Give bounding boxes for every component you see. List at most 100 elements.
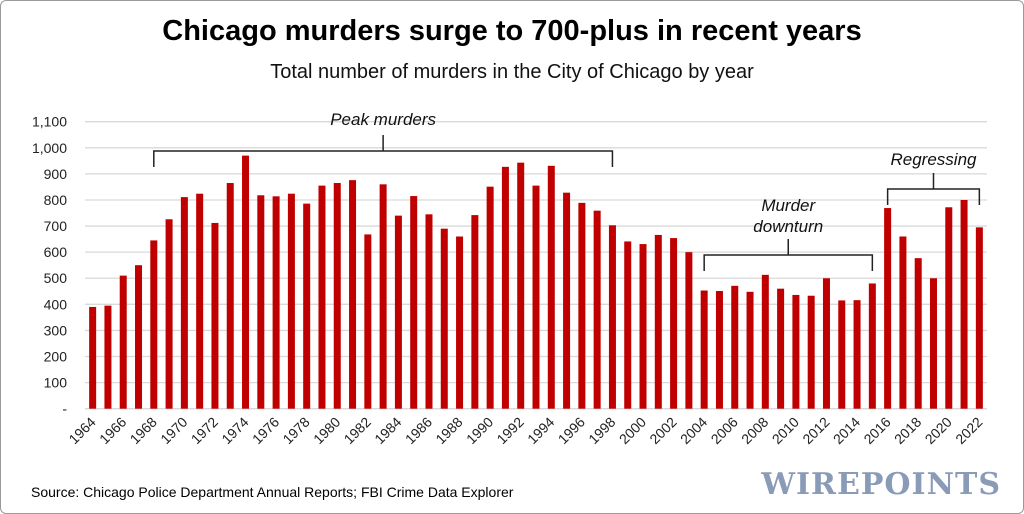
- bar: [211, 222, 219, 409]
- x-tick-label: 1968: [127, 414, 160, 447]
- bar: [639, 244, 647, 409]
- bar: [501, 166, 509, 409]
- annotation-label: Murder: [761, 196, 816, 215]
- x-tick-label: 2010: [769, 414, 802, 447]
- bar: [303, 203, 311, 409]
- bar: [410, 196, 418, 409]
- x-tick-label: 2020: [922, 414, 955, 447]
- bar: [547, 165, 555, 409]
- x-tick-label: 1984: [371, 414, 404, 447]
- bar: [608, 225, 616, 409]
- source-note: Source: Chicago Police Department Annual…: [31, 484, 514, 500]
- bar: [563, 192, 571, 409]
- x-tick-label: 1966: [96, 414, 129, 447]
- y-tick-label: 1,000: [32, 140, 67, 156]
- bar: [685, 252, 693, 409]
- x-tick-label: 2006: [708, 414, 741, 447]
- x-tick-label: 1978: [279, 414, 312, 447]
- annotation-label: Peak murders: [330, 110, 436, 129]
- x-tick-label: 2000: [616, 414, 649, 447]
- bar: [578, 202, 586, 409]
- bar: [899, 236, 907, 409]
- bar: [242, 155, 250, 409]
- annotation-bracket: [703, 239, 874, 271]
- bar: [731, 285, 739, 409]
- x-tick-label: 2004: [677, 414, 710, 447]
- bar: [135, 265, 143, 409]
- bar: [517, 162, 525, 409]
- x-tick-label: 1986: [402, 414, 435, 447]
- bar: [792, 294, 800, 409]
- y-tick-label: 200: [44, 349, 68, 365]
- bar: [394, 215, 402, 409]
- bar: [960, 199, 968, 409]
- bar: [853, 300, 861, 409]
- x-tick-label: 1980: [310, 414, 343, 447]
- bar: [89, 306, 97, 409]
- bar: [777, 288, 785, 409]
- bar: [287, 193, 295, 409]
- x-tick-label: 1982: [341, 414, 374, 447]
- bar: [868, 283, 876, 409]
- bar: [333, 183, 341, 409]
- bar: [975, 227, 983, 409]
- bar: [822, 278, 830, 409]
- bar: [471, 215, 479, 409]
- y-tick-label: 400: [44, 296, 68, 312]
- y-tick-label: 1,100: [32, 114, 67, 130]
- y-tick-label: -: [62, 401, 67, 417]
- bar: [807, 295, 815, 409]
- chart-subtitle: Total number of murders in the City of C…: [270, 61, 754, 83]
- bar: [456, 236, 464, 409]
- bar: [196, 193, 204, 409]
- annotation-label: downturn: [753, 217, 823, 236]
- x-tick-label: 1998: [585, 414, 618, 447]
- x-tick-label: 1996: [555, 414, 588, 447]
- annotation-label: Regressing: [890, 150, 977, 169]
- x-tick-label: 2012: [799, 414, 832, 447]
- bar: [180, 197, 188, 409]
- wirepoints-logo: WIREPOINTS: [761, 467, 1001, 502]
- bar: [440, 228, 448, 409]
- bar: [624, 241, 632, 409]
- bar: [104, 305, 112, 409]
- annotation-bracket: [153, 135, 614, 167]
- x-tick-label: 1988: [432, 414, 465, 447]
- x-tick-label: 1964: [65, 414, 98, 447]
- bar: [654, 234, 662, 409]
- bar: [257, 195, 265, 409]
- annotation-bracket: [886, 173, 981, 205]
- bar: [425, 214, 433, 409]
- x-tick-label: 1994: [524, 414, 557, 447]
- bar: [914, 258, 922, 409]
- y-tick-label: 700: [44, 218, 68, 234]
- y-tick-label: 300: [44, 322, 68, 338]
- y-tick-label: 900: [44, 166, 68, 182]
- x-tick-label: 2016: [860, 414, 893, 447]
- bar: [165, 219, 173, 409]
- x-tick-label: 1976: [249, 414, 282, 447]
- bar: [945, 207, 953, 409]
- bar: [349, 180, 357, 409]
- bar: [715, 291, 723, 409]
- x-tick-label: 1970: [157, 414, 190, 447]
- bar: [150, 240, 158, 409]
- bar: [226, 183, 234, 409]
- bar: [838, 300, 846, 409]
- bar: [532, 185, 540, 409]
- bar: [700, 290, 708, 409]
- bar: [593, 210, 601, 409]
- bar: [761, 274, 769, 409]
- y-tick-label: 600: [44, 244, 68, 260]
- x-tick-label: 2014: [830, 414, 863, 447]
- bar: [929, 278, 937, 409]
- bar: [746, 291, 754, 409]
- x-tick-label: 2022: [952, 414, 985, 447]
- y-tick-label: 500: [44, 270, 68, 286]
- x-tick-label: 2008: [738, 414, 771, 447]
- bar: [272, 196, 280, 409]
- bar: [670, 238, 678, 409]
- x-tick-label: 2002: [646, 414, 679, 447]
- y-tick-label: 800: [44, 192, 68, 208]
